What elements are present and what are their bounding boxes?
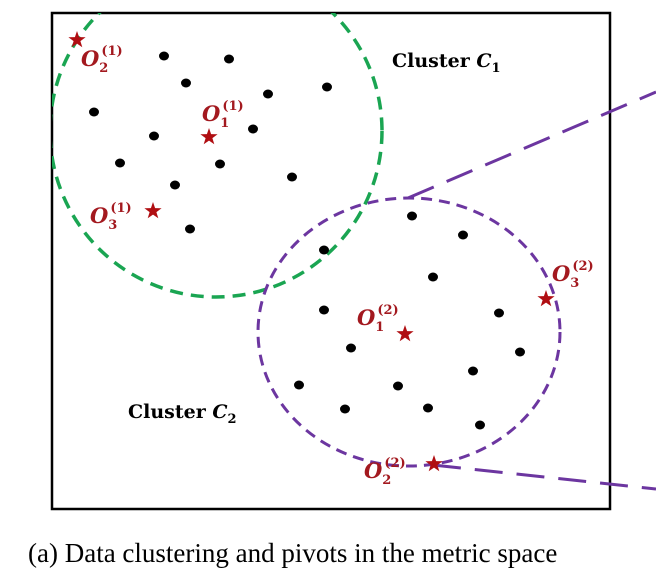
data-point: [224, 54, 234, 64]
pivot-label: O2(1): [81, 44, 123, 76]
data-point: [346, 343, 356, 353]
data-point: [319, 245, 329, 255]
cluster-2-label: Cluster C2: [128, 401, 237, 427]
data-point: [458, 230, 468, 240]
data-point: [393, 381, 403, 391]
data-point: [149, 131, 159, 141]
data-point: [494, 308, 504, 318]
tangent-line-lower: [432, 463, 656, 491]
data-point: [263, 89, 273, 99]
data-point: [89, 107, 99, 117]
pivot-star-icon: [68, 31, 86, 48]
data-point: [185, 224, 195, 234]
data-point: [423, 403, 433, 413]
data-point: [181, 78, 191, 88]
data-point: [428, 272, 438, 282]
pivot-star-icon: [200, 128, 218, 145]
pivot-label: O1(2): [357, 303, 399, 335]
data-point: [159, 51, 169, 61]
pivot-star-icon: [396, 325, 414, 342]
data-point: [294, 380, 304, 390]
pivot-star-icon: [537, 290, 555, 307]
pivot-label: O1(1): [202, 99, 244, 131]
data-point: [515, 347, 525, 357]
data-point: [468, 366, 478, 376]
data-point: [248, 124, 258, 134]
data-point: [115, 158, 125, 168]
data-point: [170, 180, 180, 190]
cluster-1-boundary: [52, 13, 384, 299]
pivot-star-icon: [144, 202, 162, 219]
tangent-line-upper: [407, 90, 656, 200]
pivot-label: O3(2): [552, 259, 594, 291]
data-point: [475, 420, 485, 430]
data-points: [89, 51, 525, 430]
figure-caption: (a) Data clustering and pivots in the me…: [28, 538, 557, 568]
data-point: [319, 305, 329, 315]
data-point: [407, 211, 417, 221]
data-point: [322, 82, 332, 92]
pivot-label: O2(2): [364, 456, 406, 488]
pivot-label: O3(1): [90, 201, 132, 233]
pivot-star-icon: [425, 455, 443, 472]
cluster-1-label: Cluster C1: [392, 50, 501, 76]
data-point: [287, 172, 297, 182]
data-point: [340, 404, 350, 414]
data-point: [215, 159, 225, 169]
